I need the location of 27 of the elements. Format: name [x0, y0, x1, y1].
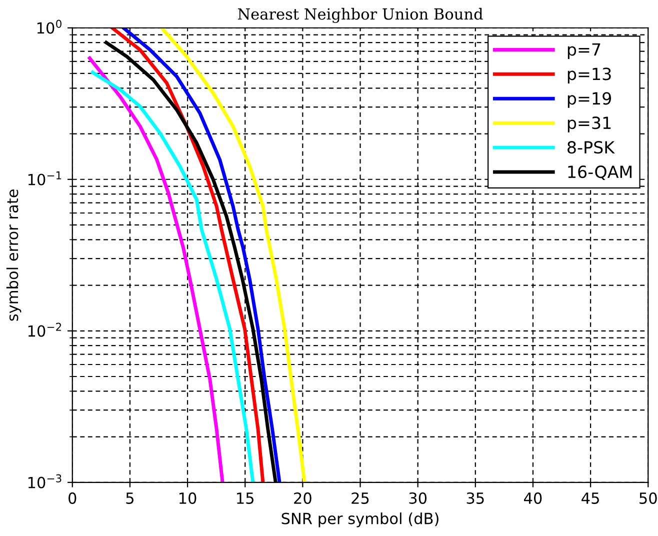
- x-tick-label: 10: [179, 492, 196, 504]
- line-series: [160, 28, 306, 482]
- x-tick-label: 30: [409, 492, 427, 504]
- x-tick-label: 0: [68, 492, 76, 504]
- chart-title: Nearest Neighbor Union Bound: [238, 8, 483, 23]
- legend-label: p=19: [568, 92, 611, 108]
- x-tick-label: 50: [640, 492, 657, 504]
- legend-label: 8-PSK: [568, 141, 615, 154]
- x-tick-label: 20: [294, 492, 312, 504]
- x-axis-title: SNR per symbol (dB): [282, 512, 438, 528]
- y-tick-label: 10$^{−2}$: [28, 322, 62, 337]
- x-tick-label: 45: [582, 492, 599, 504]
- line-series: [88, 56, 224, 482]
- y-tick-label: 10$^{−3}$: [28, 474, 62, 488]
- y-axis-title: symbol error rate: [6, 190, 22, 321]
- x-tick-label: 25: [352, 492, 369, 504]
- y-tick-label: 10$^{−1}$: [28, 171, 62, 186]
- legend-label: 16-QAM: [568, 165, 632, 180]
- legend-label: p=7: [568, 43, 600, 59]
- x-tick-label: 5: [126, 492, 134, 504]
- legend-label: p=31: [568, 116, 611, 132]
- x-tick-label: 35: [466, 492, 484, 504]
- x-tick-label: 40: [524, 492, 542, 504]
- line-series: [90, 70, 255, 482]
- legend-label: p=13: [568, 68, 611, 84]
- y-tick-label: 10$^{0}$: [37, 20, 62, 34]
- x-tick-label: 15: [237, 492, 254, 504]
